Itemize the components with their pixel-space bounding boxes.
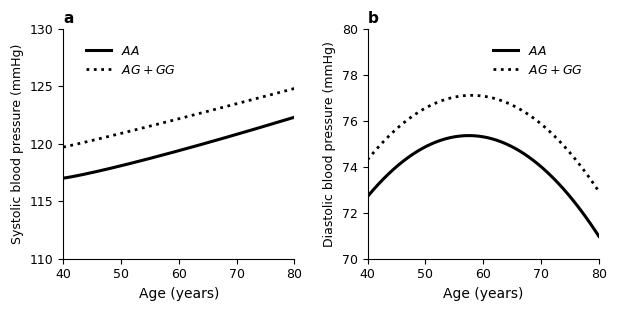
Y-axis label: Systolic blood pressure (mmHg): Systolic blood pressure (mmHg) — [11, 43, 24, 244]
Text: b: b — [368, 11, 378, 26]
Legend: $\it{AA}$, $\it{AG+GG}$: $\it{AA}$, $\it{AG+GG}$ — [81, 40, 181, 82]
Y-axis label: Diastolic blood pressure (mmHg): Diastolic blood pressure (mmHg) — [323, 41, 336, 246]
X-axis label: Age (years): Age (years) — [443, 287, 523, 301]
Text: a: a — [63, 11, 74, 26]
X-axis label: Age (years): Age (years) — [138, 287, 219, 301]
Legend: $\it{AA}$, $\it{AG+GG}$: $\it{AA}$, $\it{AG+GG}$ — [488, 40, 588, 82]
